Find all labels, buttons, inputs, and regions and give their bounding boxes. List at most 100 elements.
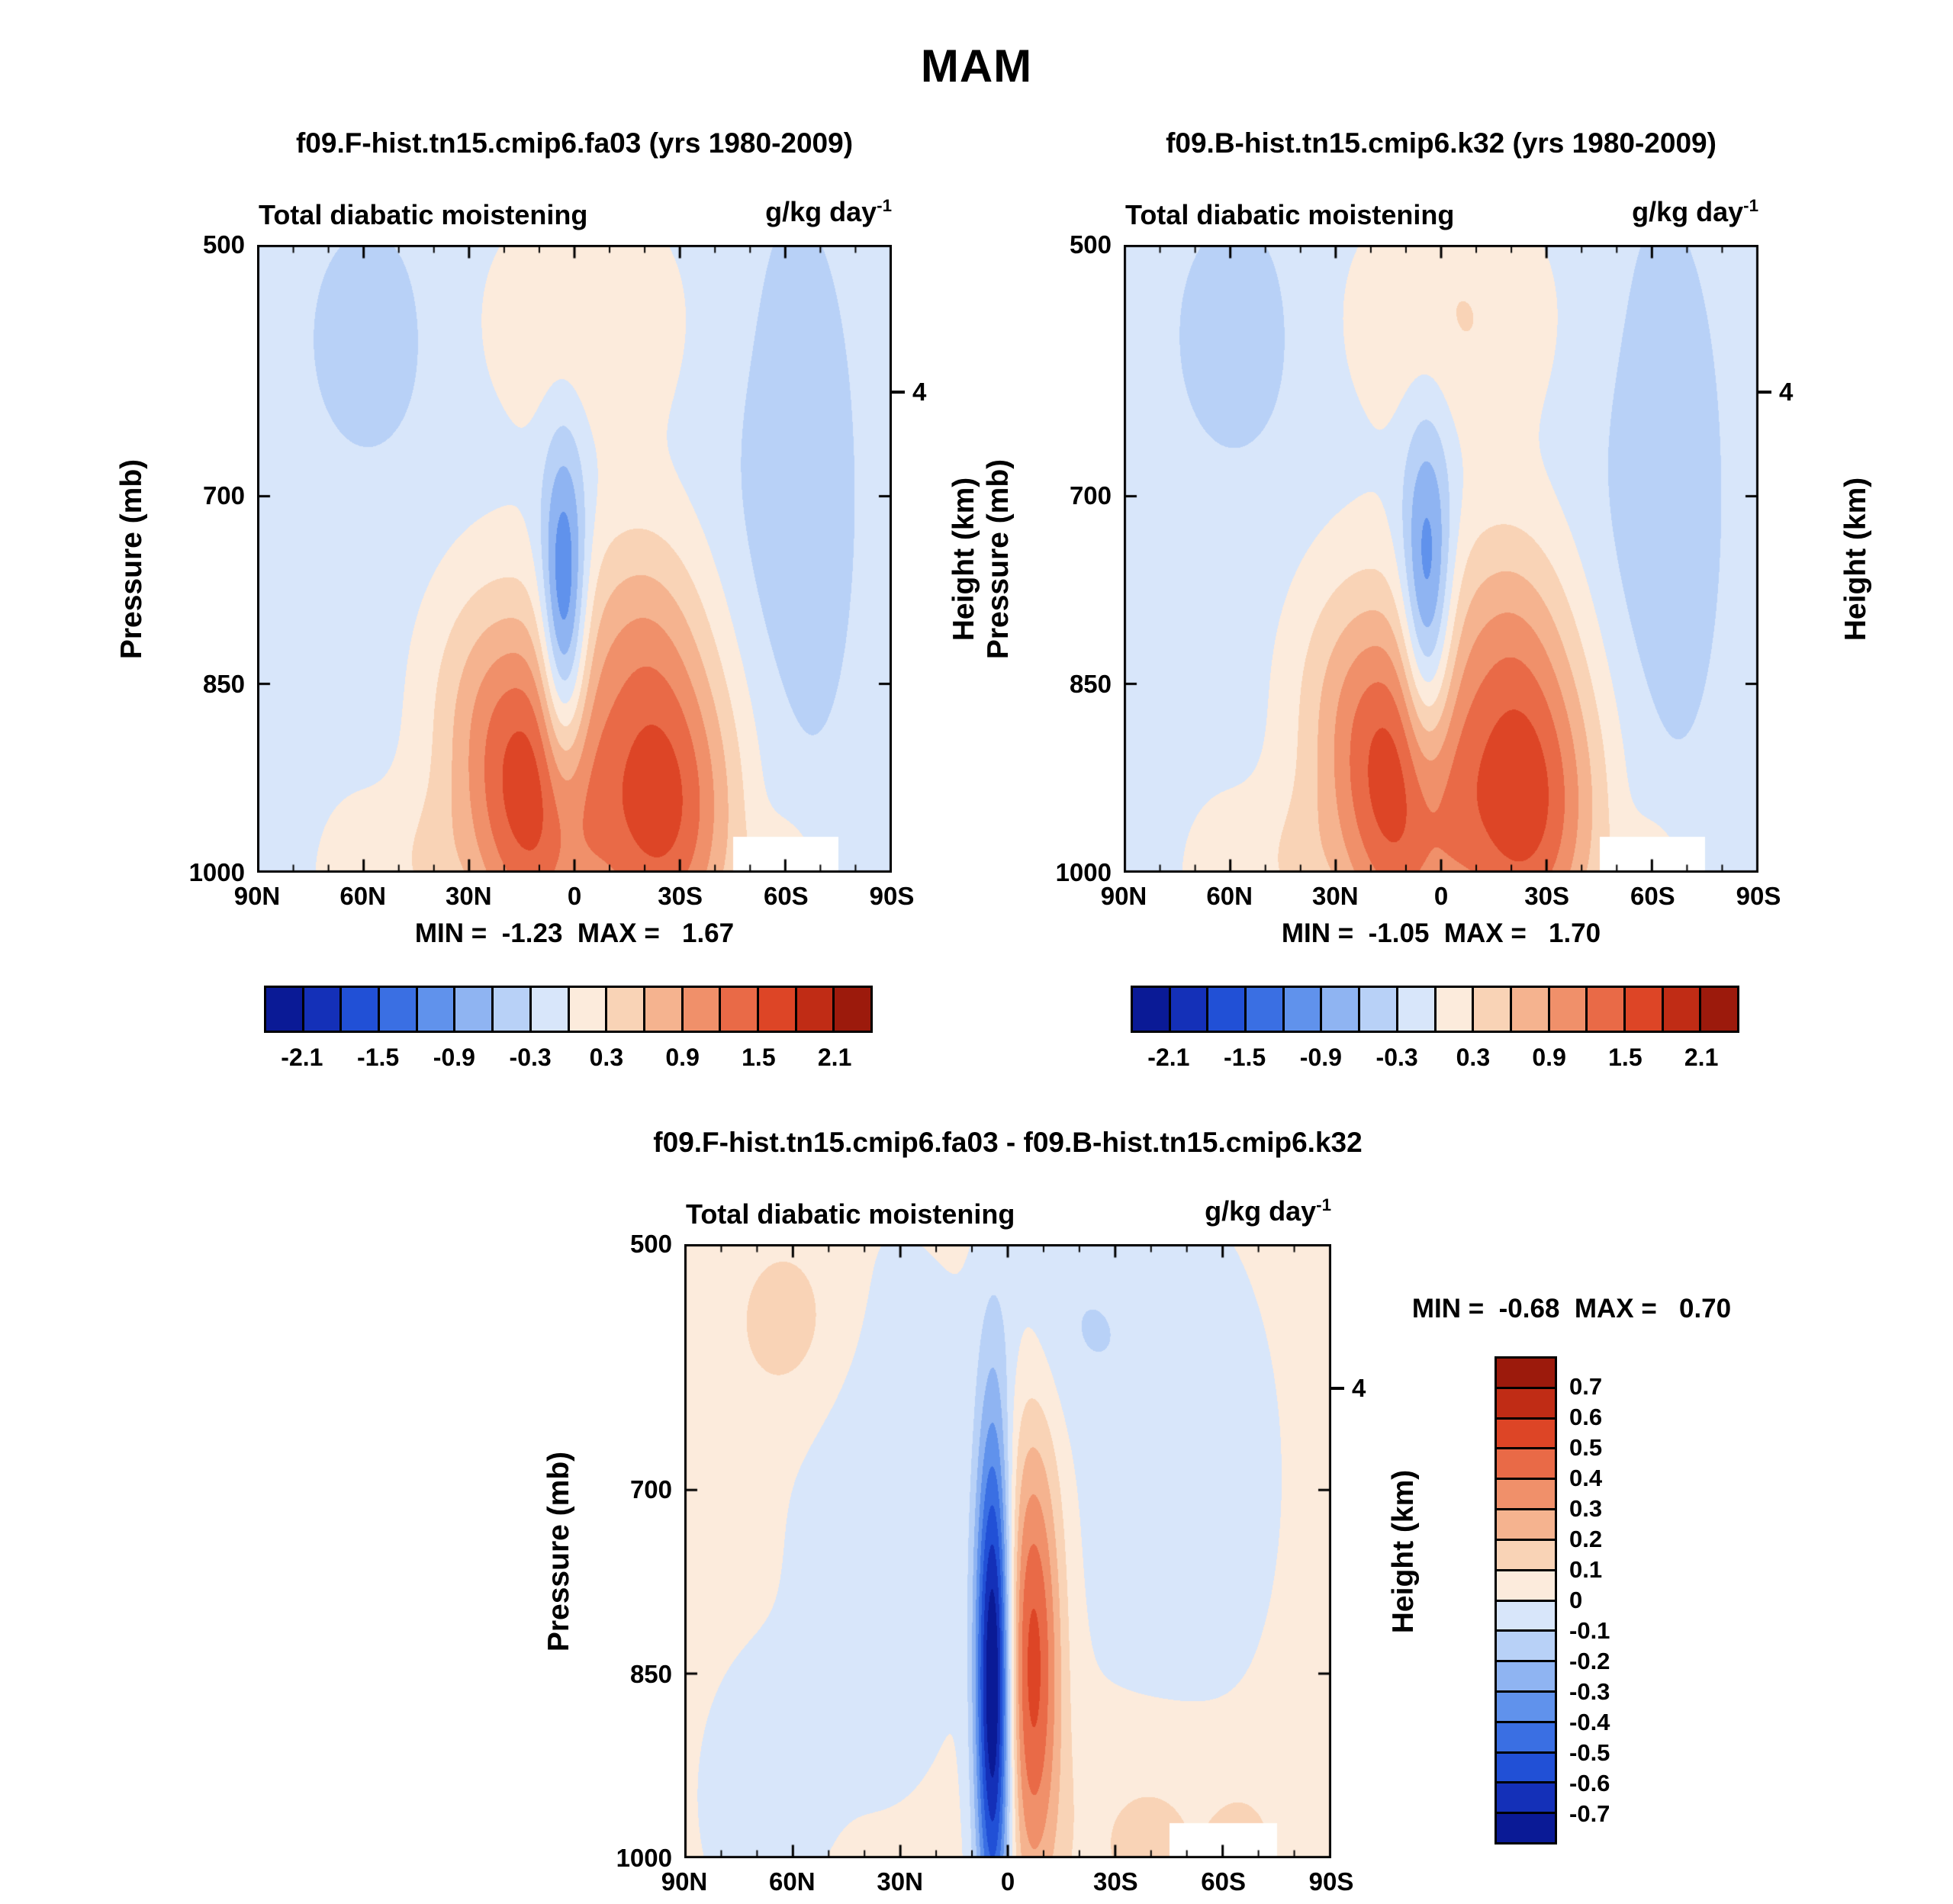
colorbar-cell <box>832 986 873 1033</box>
panel-b: f09.B-hist.tn15.cmip6.k32 (yrs 1980-2009… <box>982 127 1872 948</box>
colorbar-cell <box>1472 986 1512 1033</box>
colorbar-tick-label: -2.1 <box>281 1044 323 1071</box>
colorbar-cells <box>1131 986 1739 1033</box>
x-tick-label: 0 <box>567 882 582 910</box>
panel-b-y-axis: 500 700 850 1000 <box>1025 230 1124 886</box>
colorbar-cell <box>1547 986 1588 1033</box>
colorbar-cell <box>1495 1508 1557 1541</box>
colorbar-cells <box>264 986 873 1033</box>
panel-a: f09.F-hist.tn15.cmip6.fa03 (yrs 1980-200… <box>115 127 980 948</box>
units-exponent: -1 <box>877 196 892 215</box>
colorbar-tick-label: -0.5 <box>1569 1739 1610 1766</box>
y-tick-label: 500 <box>629 1230 672 1258</box>
colorbar-panel-b: -2.1 -1.5 -0.9 -0.3 0.3 0.9 1.5 2.1 <box>1131 986 1739 1071</box>
colorbar-tick-label: 0.6 <box>1569 1404 1603 1430</box>
x-tick-label: 30S <box>1092 1867 1138 1896</box>
colorbar-cell <box>1206 986 1247 1033</box>
colorbar-cell <box>1495 1720 1557 1754</box>
colorbar-labels: -2.1 -1.5 -0.9 -0.3 0.3 0.9 1.5 2.1 <box>264 1044 873 1077</box>
colorbar-tick-label: -0.2 <box>1569 1648 1610 1674</box>
colorbar-cell <box>1495 1568 1557 1602</box>
colorbar-tick-label: 2.1 <box>817 1044 852 1071</box>
panel-b-field-label: Total diabatic moistening <box>1125 199 1455 230</box>
colorbar-cell <box>1358 986 1398 1033</box>
colorbar-cell <box>529 986 570 1033</box>
colorbar-cell <box>1495 1417 1557 1450</box>
colorbar-tick-label: -2.1 <box>1147 1044 1190 1071</box>
colorbar-cell <box>756 986 797 1033</box>
panel-a-field-label: Total diabatic moistening <box>259 199 588 230</box>
colorbar-tick-label: 0.5 <box>1569 1434 1603 1461</box>
x-tick-label: 60S <box>1201 1867 1247 1896</box>
x-tick-label: 90S <box>869 882 915 910</box>
x-tick-label: 30N <box>1312 882 1359 910</box>
colorbar-tick-label: -0.7 <box>1569 1800 1610 1827</box>
x-tick-label: 30S <box>1524 882 1570 910</box>
panel-b-title: f09.B-hist.tn15.cmip6.k32 (yrs 1980-2009… <box>1166 127 1717 159</box>
colorbar-cell <box>1495 1478 1557 1511</box>
colorbar-cell <box>1585 986 1626 1033</box>
colorbar-cell <box>415 986 456 1033</box>
colorbar-cell <box>453 986 494 1033</box>
x-tick-label: 90N <box>233 882 281 910</box>
units-text: g/kg day <box>1632 196 1744 227</box>
panel-b-height-axis-label: Height (km) <box>1839 477 1872 641</box>
colorbar-panel-diff: 0.7 0.6 0.5 0.4 0.3 0.2 0.1 0 -0.1 -0.2 -0.3 -0.4 -0… <box>1495 1356 1610 1844</box>
colorbar-tick-label: 0.1 <box>1569 1556 1603 1583</box>
colorbar-tick-label: 2.1 <box>1684 1044 1719 1071</box>
x-tick-label: 90N <box>661 1867 708 1896</box>
x-tick-label: 60N <box>339 882 386 910</box>
colorbar-tick-label: -0.4 <box>1569 1709 1610 1735</box>
panel-a-units-label: g/kg day-1 <box>765 196 892 228</box>
height-tick-label: 4 <box>912 377 927 406</box>
colorbar-tick-label: -0.3 <box>1569 1678 1610 1705</box>
colorbar-tick-label: 0.3 <box>1456 1044 1491 1071</box>
colorbar-tick-label: 0 <box>1569 1587 1583 1613</box>
colorbar-cell <box>1495 1356 1557 1389</box>
colorbar-cell <box>642 986 684 1033</box>
panel-diff-x-axis: 90N 60N 30N 0 30S 60S 90S <box>661 1858 1354 1899</box>
x-tick-label: 0 <box>1433 882 1449 910</box>
height-tick-label: 4 <box>1779 377 1794 406</box>
colorbar-cell <box>1509 986 1550 1033</box>
colorbar-labels: -2.1 -1.5 -0.9 -0.3 0.3 0.9 1.5 2.1 <box>1131 1044 1739 1077</box>
colorbar-cell <box>1395 986 1437 1033</box>
colorbar-tick-label: -0.6 <box>1569 1770 1610 1796</box>
x-tick-label: 30N <box>877 1867 923 1896</box>
colorbar-cell <box>1495 1660 1557 1693</box>
colorbar-cell <box>1495 1386 1557 1420</box>
y-tick-label: 700 <box>202 481 245 510</box>
y-tick-label: 850 <box>202 670 245 699</box>
colorbar-tick-label: 1.5 <box>1608 1044 1643 1071</box>
units-text: g/kg day <box>765 196 877 227</box>
panel-a-height-axis-label: Height (km) <box>948 477 980 641</box>
colorbar-tick-label: -1.5 <box>357 1044 400 1071</box>
y-tick-label: 1000 <box>616 1844 672 1872</box>
x-tick-label: 60N <box>1206 882 1253 910</box>
contour-plot-b <box>1124 245 1758 873</box>
colorbar-tick-label: 0.7 <box>1569 1373 1603 1400</box>
y-tick-label: 850 <box>1069 670 1112 699</box>
colorbar-cell <box>567 986 608 1033</box>
colorbar-cell <box>1495 1599 1557 1632</box>
colorbar-cell <box>1433 986 1475 1033</box>
y-tick-label: 700 <box>1069 481 1112 510</box>
panel-b-y-axis-label: Pressure (mb) <box>982 458 1015 659</box>
panel-diff-y-axis: 500 700 850 1000 <box>585 1230 684 1872</box>
panel-diff-min-max: MIN = -0.68 MAX = 0.70 <box>1411 1294 1732 1323</box>
height-tick-mark <box>1331 1386 1344 1390</box>
panel-a-y-axis: 500 700 850 1000 <box>158 230 257 886</box>
colorbar-cells <box>1495 1356 1557 1844</box>
colorbar-cell <box>605 986 645 1033</box>
x-tick-label: 60S <box>1630 882 1675 910</box>
units-exponent: -1 <box>1316 1195 1331 1214</box>
panel-diff-y-axis-label: Pressure (mb) <box>542 1451 575 1652</box>
x-tick-label: 0 <box>1000 1867 1015 1896</box>
panel-a-x-axis: 90N 60N 30N 0 30S 60S 90S <box>234 873 915 914</box>
colorbar-labels: 0.7 0.6 0.5 0.4 0.3 0.2 0.1 0 -0.1 -0.2 -0.3 -0.4 -0… <box>1569 1356 1653 1844</box>
page-title: MAM <box>920 40 1033 92</box>
y-tick-label: 850 <box>629 1659 672 1688</box>
panel-diff-height-axis-label: Height (km) <box>1387 1469 1420 1633</box>
colorbar-cell <box>301 986 343 1033</box>
colorbar-tick-label: 0.3 <box>1569 1495 1603 1522</box>
